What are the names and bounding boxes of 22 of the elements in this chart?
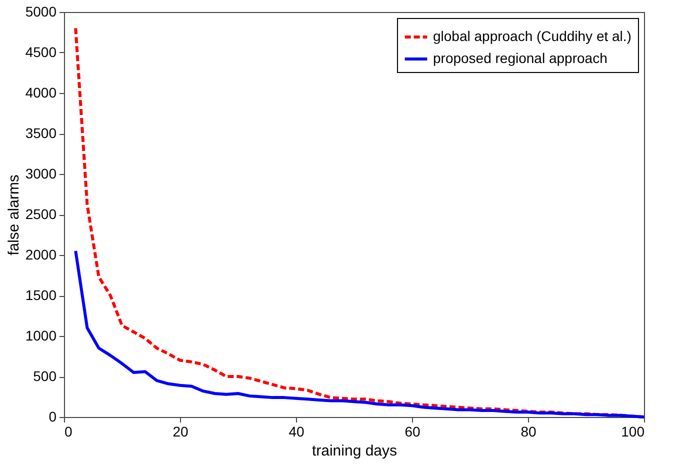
line-series bbox=[74, 249, 646, 418]
x-tick-label: 100 bbox=[621, 424, 645, 440]
x-tick-label: 60 bbox=[404, 424, 420, 440]
y-tick-label: 3500 bbox=[25, 125, 57, 141]
x-tick-label: 20 bbox=[172, 424, 188, 440]
x-tick-label: 80 bbox=[520, 424, 536, 440]
y-tick-label: 4500 bbox=[25, 44, 57, 60]
y-tick-label: 1000 bbox=[25, 328, 57, 344]
y-tick-label: 3000 bbox=[25, 166, 57, 182]
y-axis-title: false alarms bbox=[5, 174, 22, 256]
y-tick-label: 1500 bbox=[25, 287, 57, 303]
y-tick-label: 4000 bbox=[25, 84, 57, 100]
y-tick-label: 2000 bbox=[25, 246, 57, 262]
y-tick-label: 5000 bbox=[25, 4, 57, 20]
x-axis-title: training days bbox=[312, 442, 398, 460]
y-tick-label: 0 bbox=[48, 408, 57, 424]
y-tick-label: 500 bbox=[33, 368, 57, 384]
legend-label: proposed regional approach bbox=[433, 50, 608, 66]
y-tick-label: 2500 bbox=[25, 206, 57, 222]
legend-label: global approach (Cuddihy et al.) bbox=[433, 28, 632, 44]
x-tick-label: 40 bbox=[288, 424, 304, 440]
x-tick-label: 0 bbox=[64, 424, 72, 440]
